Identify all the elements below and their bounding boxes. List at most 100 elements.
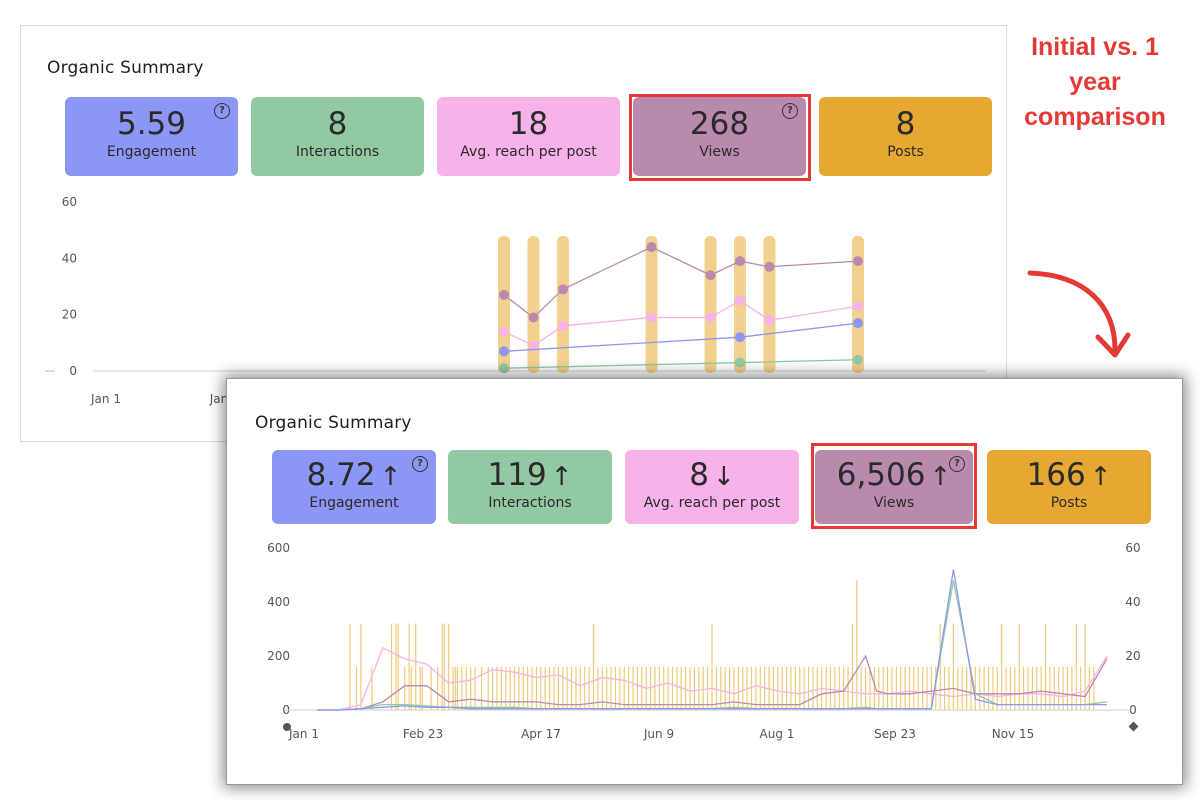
data-point (705, 312, 716, 323)
views-tile[interactable]: ? 6,506 ↑ Views (815, 450, 973, 524)
post-bar (685, 666, 687, 710)
post-bar (1018, 623, 1020, 710)
data-point (853, 256, 863, 267)
post-bar (970, 666, 972, 710)
post-bar (851, 623, 854, 710)
post-bar (759, 666, 761, 710)
help-icon[interactable]: ? (782, 103, 798, 119)
post-bar (878, 666, 880, 710)
post-bar (505, 666, 507, 710)
post-bar (397, 623, 399, 710)
post-bar (1080, 666, 1082, 710)
post-bar (900, 666, 902, 710)
post-bar (882, 666, 884, 710)
post-bar (742, 666, 744, 710)
post-bar (645, 236, 658, 373)
card-title: Organic Summary (47, 58, 204, 78)
post-bar (474, 666, 476, 710)
post-bar (702, 666, 704, 710)
post-bar (391, 623, 393, 710)
reach-tile[interactable]: 18 Avg. reach per post (437, 97, 620, 176)
post-bar (654, 666, 656, 710)
help-icon[interactable]: ? (214, 103, 230, 119)
comparison-annotation: Initial vs. 1 year comparison (1024, 33, 1166, 131)
post-bar (410, 666, 412, 710)
views-tile[interactable]: ? 268 Views (633, 97, 806, 176)
curved-arrow-icon (1027, 270, 1131, 358)
posts-value: 166 (1026, 457, 1086, 493)
interactions-tile[interactable]: 8 Interactions (251, 97, 424, 176)
post-bar (750, 666, 753, 710)
up-arrow-icon: ↑ (379, 462, 402, 492)
post-bar (465, 666, 467, 710)
post-bar (557, 666, 559, 710)
post-bar (689, 666, 691, 710)
post-bar (917, 666, 919, 710)
x-tick-label: Jan 1 (288, 727, 319, 741)
y2-tick-label: 40 (1125, 595, 1140, 609)
posts-tile[interactable]: 166 ↑ Posts (987, 450, 1151, 524)
post-bar (704, 236, 717, 373)
post-bar (895, 666, 897, 710)
help-icon[interactable]: ? (412, 456, 428, 472)
post-bar (566, 666, 568, 710)
post-bar (527, 236, 540, 373)
engagement-label: Engagement (106, 144, 197, 160)
y-tick-label: 60 (62, 195, 77, 209)
series-line-avg-reach-per-post (317, 647, 1108, 711)
x-tick-label: Sep 23 (874, 727, 916, 741)
post-bar (658, 666, 660, 710)
reach-tile[interactable]: 8 ↓ Avg. reach per post (625, 450, 799, 524)
x-tick-label: Jan (209, 392, 229, 406)
range-start-handle (283, 723, 291, 731)
post-bar (913, 666, 915, 710)
engagement-tile[interactable]: ? 8.72 ↑ Engagement (272, 450, 436, 524)
range-end-handle (1128, 721, 1139, 732)
post-bar (614, 666, 617, 710)
year-summary-card: Organic Summary ? 8.72 ↑ Engagement 119 ↑ … (226, 378, 1183, 785)
data-point (499, 289, 509, 300)
post-bar (1093, 666, 1095, 710)
post-bar (1040, 666, 1042, 710)
post-bar (873, 666, 875, 710)
post-bar (891, 666, 893, 710)
views-highlight-box (629, 94, 811, 181)
x-tick-label: Jan 1 (90, 392, 121, 406)
post-bar (860, 666, 862, 710)
x-tick-label: Apr 17 (521, 727, 561, 741)
post-bar (441, 623, 443, 710)
post-bar (781, 666, 783, 710)
post-bar (349, 623, 351, 710)
post-bar (812, 666, 814, 710)
post-bar (965, 666, 968, 710)
post-bar (856, 580, 858, 710)
posts-tile[interactable]: 8 Posts (819, 97, 992, 176)
initial-chart: 60 40 20 0 Jan 1 Jan (45, 195, 986, 406)
data-point (853, 301, 863, 312)
post-bar (579, 666, 581, 710)
post-bar (461, 666, 463, 710)
interactions-label: Interactions (295, 144, 380, 160)
help-icon[interactable]: ? (949, 456, 965, 472)
data-point (764, 261, 775, 272)
post-bar (803, 666, 805, 710)
post-bar (1084, 623, 1086, 710)
post-bar (847, 666, 849, 710)
engagement-tile[interactable]: ? 5.59 Engagement (65, 97, 238, 176)
x-tick-label: Aug 1 (760, 727, 795, 741)
post-bar (667, 666, 669, 710)
post-bar (623, 666, 625, 710)
post-bar (1027, 666, 1029, 710)
interactions-tile[interactable]: 119 ↑ Interactions (448, 450, 612, 524)
post-bar (419, 666, 421, 710)
post-bar (562, 666, 564, 710)
post-bar (355, 666, 358, 710)
post-bar (1005, 666, 1007, 710)
post-bar (408, 623, 410, 710)
post-bar (869, 666, 871, 710)
y-tick-label: 600 (267, 541, 290, 555)
initial-summary-card: Organic Summary ? 5.59 Engagement 8 Inte… (20, 25, 1007, 442)
post-bar (663, 666, 665, 710)
post-bar (454, 666, 456, 710)
post-bar (544, 666, 546, 710)
